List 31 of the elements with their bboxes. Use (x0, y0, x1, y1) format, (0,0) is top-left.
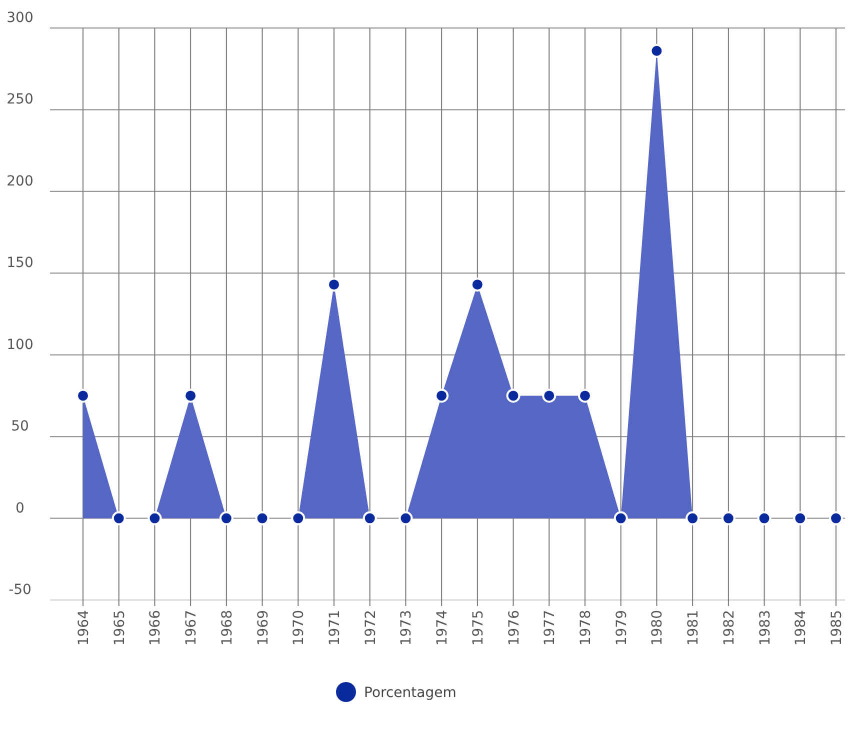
x-tick-label: 1969 (255, 610, 272, 646)
x-tick-label: 1974 (434, 610, 451, 646)
x-tick-label: 1967 (184, 610, 200, 646)
y-tick-label: 200 (6, 173, 34, 190)
y-tick-label: 100 (6, 336, 34, 353)
y-tick-label: 50 (11, 418, 29, 435)
y-tick-label: 150 (6, 255, 34, 272)
y-tick-label: -50 (8, 582, 32, 598)
x-tick-label: 1975 (470, 610, 486, 646)
y-tick-label: 300 (6, 10, 34, 26)
x-tick-label: 1985 (829, 610, 845, 646)
x-tick-label: 1983 (757, 610, 774, 646)
x-tick-label: 1970 (291, 610, 308, 646)
legend-label: Porcentagem (364, 685, 456, 701)
x-tick-label: 1979 (614, 610, 630, 646)
x-tick-label: 1978 (578, 610, 594, 646)
x-tick-label: 1966 (148, 610, 164, 646)
x-tick-label: 1982 (721, 610, 738, 646)
x-tick-label: 1972 (362, 610, 379, 646)
x-tick-label: 1973 (398, 610, 415, 646)
x-tick-label: 1976 (506, 610, 522, 646)
x-tick-label: 1971 (327, 610, 343, 646)
x-tick-label: 1981 (686, 610, 702, 646)
x-tick-label: 1968 (219, 610, 236, 646)
x-tick-label: 1964 (76, 610, 92, 646)
x-tick-label: 1980 (650, 610, 666, 646)
x-tick-label: 1984 (793, 610, 810, 646)
y-tick-label: 0 (16, 500, 24, 516)
x-tick-label: 1977 (542, 610, 558, 646)
y-tick-label: 250 (6, 92, 34, 108)
x-tick-label: 1965 (112, 610, 128, 646)
